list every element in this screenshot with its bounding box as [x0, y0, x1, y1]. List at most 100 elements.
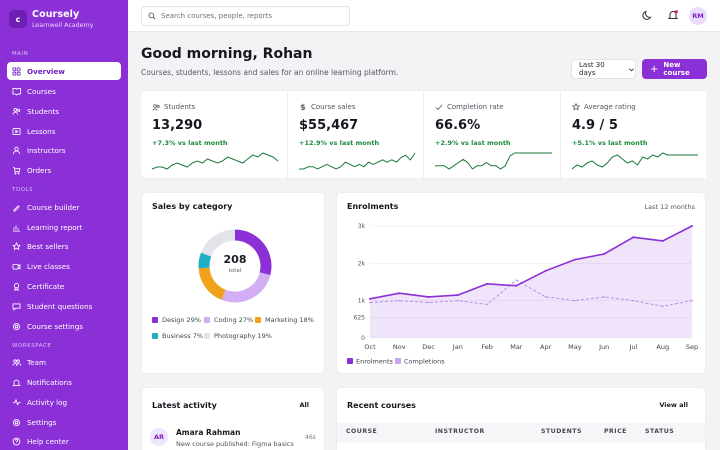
donut-total: 208: [223, 253, 247, 266]
bell-icon: [12, 379, 21, 386]
chevron-down-icon: [629, 67, 635, 71]
sidebar-item-orders[interactable]: Orders: [7, 161, 121, 179]
enrolments-point[interactable]: [398, 292, 401, 295]
sidebar-item-overview[interactable]: Overview: [7, 62, 121, 80]
search-input[interactable]: Search courses, people, reports: [141, 6, 350, 26]
date-range-select[interactable]: Last 30 days: [571, 59, 636, 79]
donut-total-label: total: [228, 268, 242, 274]
sidebar-item-team[interactable]: Team: [7, 353, 121, 371]
new-course-button[interactable]: + New course: [642, 59, 707, 79]
y-tick-label: 3k: [358, 223, 366, 230]
sidebar-item-help-center[interactable]: Help center: [7, 432, 121, 450]
column-header-students[interactable]: STUDENTS: [541, 428, 582, 435]
sidebar-item-student-questions[interactable]: Student questions: [7, 297, 121, 315]
enrolments-point[interactable]: [515, 284, 518, 287]
stat-delta: +5.1% vs last month: [572, 139, 648, 147]
stat-label: Completion rate: [447, 103, 504, 111]
sidebar-item-activity-log[interactable]: Activity log: [7, 393, 121, 411]
chat-icon: [12, 302, 21, 311]
enrolments-point[interactable]: [661, 239, 664, 242]
latest-activity-card: Latest activity All: [141, 387, 325, 450]
donut-slice-coding[interactable]: [221, 272, 271, 303]
section-label-main: Main: [12, 51, 29, 57]
search-icon: [148, 12, 156, 20]
enrolments-point[interactable]: [544, 269, 547, 272]
column-header-course[interactable]: COURSE: [346, 428, 378, 435]
stat-label: Average rating: [584, 103, 636, 111]
section-label-workspace: Workspace: [12, 343, 52, 349]
enrolments-point[interactable]: [369, 297, 371, 300]
sidebar-item-label: Certificate: [27, 281, 65, 291]
enrolments-point[interactable]: [456, 294, 459, 297]
sidebar-item-students[interactable]: Students: [7, 102, 121, 120]
completions-point[interactable]: [515, 279, 518, 281]
sidebar-item-settings[interactable]: Settings: [7, 413, 121, 431]
completions-point[interactable]: [457, 299, 459, 302]
completions-point[interactable]: [691, 299, 693, 302]
completions-point[interactable]: [632, 299, 635, 302]
donut-slice-photography[interactable]: [201, 229, 236, 257]
page-title: Good morning, Rohan: [141, 46, 313, 62]
completions-point[interactable]: [544, 296, 547, 298]
help-icon: [12, 437, 21, 445]
column-header-instructor[interactable]: INSTRUCTOR: [435, 428, 485, 435]
column-header-status[interactable]: STATUS: [645, 428, 675, 435]
moon-icon[interactable]: [642, 9, 654, 21]
legend-label: Enrolments: [356, 358, 394, 366]
completions-point[interactable]: [427, 301, 430, 304]
sparkline-line: [571, 152, 698, 170]
sidebar-item-label: Courses: [27, 86, 56, 96]
bell-icon[interactable]: [667, 9, 679, 21]
enrolments-point[interactable]: [573, 258, 576, 261]
check-icon: [435, 104, 443, 111]
column-header-price[interactable]: PRICE: [604, 428, 627, 435]
x-tick-label: Nov: [393, 343, 406, 351]
sidebar-item-label: Student questions: [27, 301, 93, 311]
brand-subtitle: Learnwell Academy: [32, 22, 94, 29]
sidebar-item-course-builder[interactable]: Course builder: [7, 198, 121, 216]
legend-label: Completions: [404, 358, 445, 366]
sidebar-item-course-settings[interactable]: Course settings: [7, 317, 121, 335]
sidebar-item-courses[interactable]: Courses: [7, 82, 121, 100]
stat-delta: +12.9% vs last month: [299, 139, 380, 147]
user-avatar[interactable]: RM: [689, 7, 707, 25]
enrolments-point[interactable]: [691, 225, 693, 227]
sidebar-item-live-classes[interactable]: Live classes: [7, 257, 121, 275]
sidebar-item-notifications[interactable]: Notifications: [7, 373, 121, 391]
activity-all-link[interactable]: All: [299, 401, 310, 409]
sidebar-item-label: Team: [27, 357, 46, 367]
legend-swatch: [204, 317, 210, 323]
sidebar-item-best-sellers[interactable]: Best sellers: [7, 237, 121, 255]
sidebar-item-certificate[interactable]: Certificate: [7, 277, 121, 295]
sidebar-item-learning-report[interactable]: Learning report: [7, 218, 121, 236]
completions-point[interactable]: [574, 299, 576, 302]
brand-name: Coursely: [32, 9, 80, 20]
sparkline-line: [151, 152, 279, 170]
sidebar-item-instructors[interactable]: Instructors: [7, 141, 121, 159]
enrolments-point[interactable]: [427, 295, 430, 298]
sidebar-item-lessons[interactable]: Lessons: [7, 122, 121, 140]
cart-icon: [12, 166, 21, 174]
x-tick-label: May: [568, 343, 582, 351]
plus-icon: +: [650, 63, 659, 75]
completions-point[interactable]: [398, 299, 401, 302]
donut-slice-design[interactable]: [234, 229, 272, 276]
stat-delta: +2.9% vs last month: [435, 139, 511, 147]
completions-point[interactable]: [661, 305, 664, 308]
user-icon: [12, 146, 21, 154]
completions-point[interactable]: [486, 303, 488, 306]
donut-slice-marketing[interactable]: [198, 267, 226, 300]
legend-swatch: [347, 358, 353, 364]
completions-point[interactable]: [369, 301, 371, 304]
brand[interactable]: c Coursely Learnwell Academy: [9, 9, 93, 29]
sidebar: c Coursely Learnwell Academy Main Tools …: [0, 0, 128, 450]
sidebar-item-label: Orders: [27, 165, 52, 175]
enrolments-point[interactable]: [603, 253, 606, 255]
latest-activity-title: Latest activity: [152, 401, 217, 410]
view-all-link[interactable]: View all: [659, 401, 688, 409]
enrolments-point[interactable]: [486, 282, 489, 285]
completions-point[interactable]: [603, 296, 605, 298]
donut-slice-business[interactable]: [198, 252, 212, 269]
x-tick-label: Oct: [364, 343, 376, 351]
enrolments-point[interactable]: [632, 236, 635, 239]
